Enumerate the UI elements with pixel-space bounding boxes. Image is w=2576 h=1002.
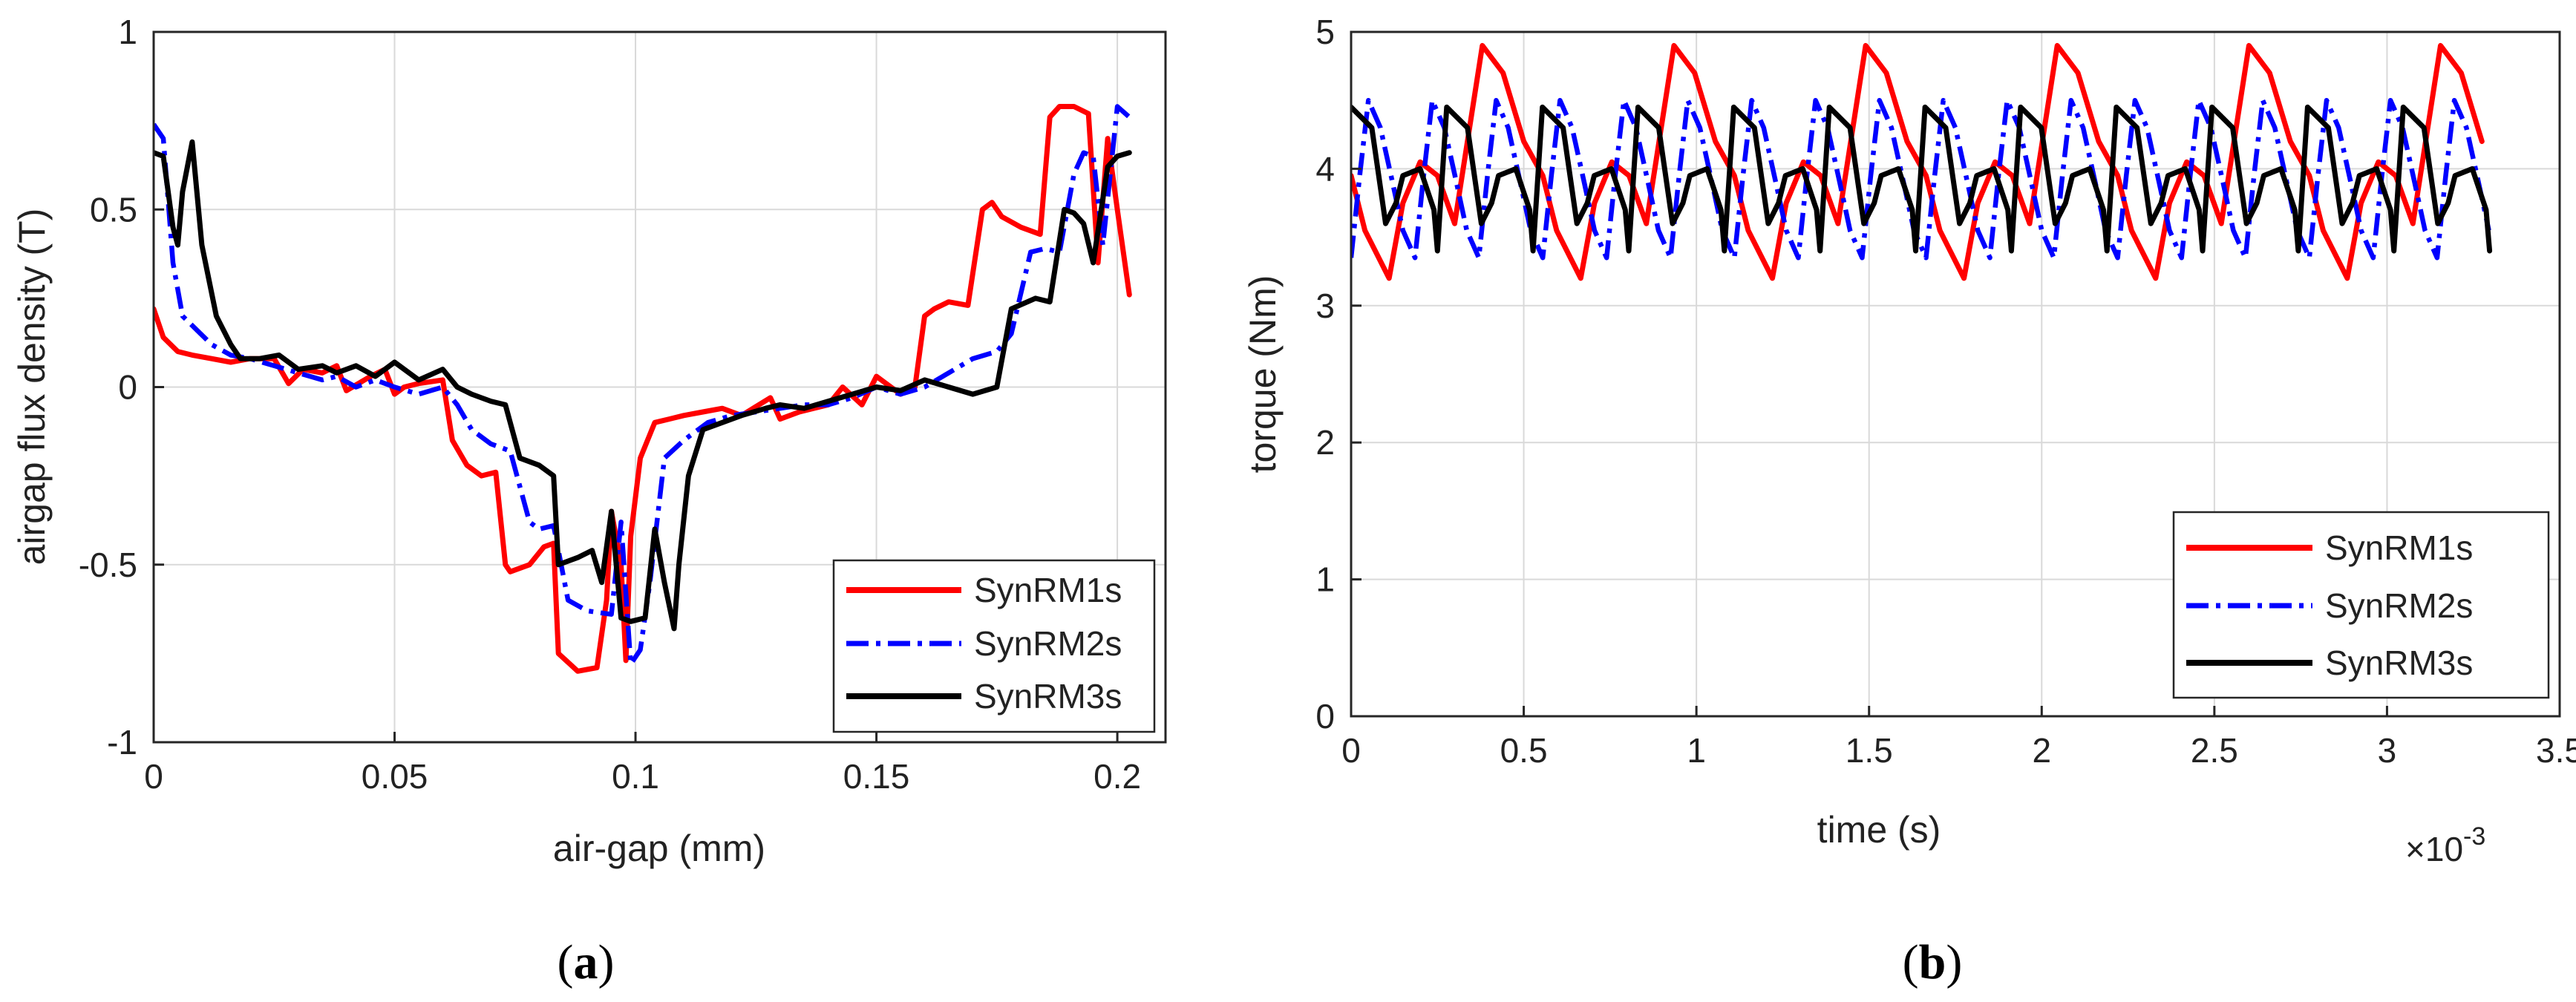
chart-a-caption-letter: a [574,935,598,989]
chart-a-ytick-label: 1 [118,13,137,51]
chart-b-caption-letter: b [1919,935,1946,989]
chart-b-x-multiplier-exponent: -3 [2463,822,2485,851]
chart-a-line-synrm2s [154,104,1131,667]
chart-b-legend-label-synrm3s: SynRM3s [2325,644,2473,682]
chart-b-ytick-label: 1 [1315,560,1335,599]
chart-b-xtick-label: 1.5 [1846,731,1893,770]
chart-b-xtick-label: 1 [1687,731,1706,770]
chart-b-xtick-label: 0.5 [1500,731,1548,770]
chart-a-xtick-label: 0.05 [362,757,428,796]
chart-b-ylabel: torque (Nm) [1242,275,1284,474]
chart-b-line-synrm3s [1351,104,2493,254]
chart-a-series [154,104,1132,674]
chart-a-xlabel: air-gap (mm) [553,828,765,869]
chart-b-ytick-label: 3 [1315,286,1335,325]
chart-a-xtick-label: 0.2 [1094,757,1141,796]
chart-b-ytick-label: 0 [1315,697,1335,736]
chart-a-ytick-label: 0.5 [90,190,137,229]
chart-a-ylabel: airgap flux density (T) [11,209,53,566]
chart-a-airgap-flux-density: 0 0.05 0.1 0.15 0.2-1-0.500.51 air-gap (mm) … [11,13,1167,989]
chart-a-xtick-label: 0 [144,757,163,796]
chart-b-torque: 0 0.5 1 1.5 2 2.5 3 3.5 0 1 2 3 4 5 time (s) torque (… [1242,13,2576,989]
chart-a-ticks: 0 0.05 0.1 0.15 0.2 -1 -0.5 0 0.5 1 [79,13,1141,796]
chart-a-xtick-label: 0.15 [843,757,910,796]
chart-a-legend-label-synrm3s: SynRM3s [974,677,1122,716]
chart-a-legend-label-synrm1s: SynRM1s [974,571,1122,609]
chart-a-caption: (a) [558,935,615,989]
chart-b-ticks: 0 0.5 1 1.5 2 2.5 3 3.5 0 1 2 3 4 5 [1315,13,2576,770]
chart-b-ytick-label: 5 [1315,13,1335,51]
chart-a-legend-label-synrm2s: SynRM2s [974,624,1122,663]
chart-b-legend: SynRM1s SynRM2s SynRM3s [2172,511,2550,699]
chart-b-ytick-label: 2 [1315,423,1335,462]
chart-b-x-multiplier: ×10-3 [2405,822,2485,868]
chart-b-xtick-label: 3 [2378,731,2397,770]
chart-a-ytick-label: -1 [107,723,137,762]
chart-b-caption: (b) [1903,935,1963,989]
chart-b-xtick-label: 3.5 [2536,731,2576,770]
chart-b-xtick-label: 2 [2032,731,2051,770]
chart-a-xtick-label: 0.1 [612,757,659,796]
chart-b-legend-label-synrm1s: SynRM1s [2325,528,2473,567]
chart-b-xtick-label: 2.5 [2191,731,2238,770]
chart-b-series [1351,42,2493,281]
chart-a-ytick-label: 0 [118,368,137,407]
chart-a-ytick-label: -0.5 [79,546,137,584]
chart-a-line-synrm3s [154,139,1132,632]
chart-b-ytick-label: 4 [1315,149,1335,188]
chart-b-legend-label-synrm2s: SynRM2s [2325,586,2473,625]
chart-b-xtick-label: 0 [1341,731,1361,770]
chart-b-x-multiplier-base: ×10 [2405,830,2463,868]
chart-a-legend: SynRM1s SynRM2s SynRM3s [832,559,1156,733]
chart-b-plot-frame [1350,30,2561,718]
chart-b-xlabel: time (s) [1817,809,1941,851]
